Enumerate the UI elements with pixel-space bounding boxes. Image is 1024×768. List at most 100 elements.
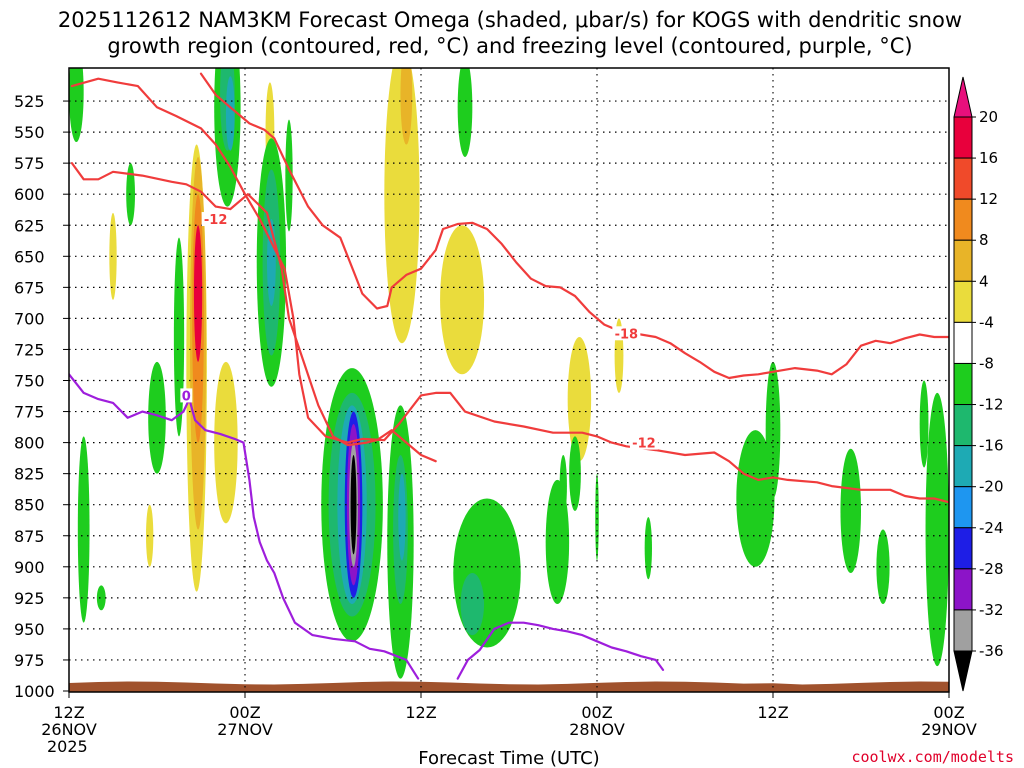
omega-region-42 <box>595 473 599 561</box>
colorbar-bin-2 <box>953 198 973 241</box>
omega-region-19 <box>148 361 166 474</box>
chart-title-line2: growth region (contoured, red, °C) and f… <box>107 34 912 58</box>
omega-region-49 <box>925 392 949 667</box>
omega-region-38 <box>460 573 485 636</box>
contour-label-0: -12 <box>204 213 228 228</box>
omega-region-20 <box>77 436 90 623</box>
omega-region-47 <box>840 448 861 574</box>
y-tick-label-550: 550 <box>14 123 45 142</box>
colorbar-label-4: 4 <box>979 272 989 290</box>
omega-region-13 <box>109 212 117 300</box>
omega-region-40 <box>569 436 581 511</box>
contour-label-bg-0 <box>201 212 230 227</box>
x-tick-label-1-1: 00Z <box>229 703 260 722</box>
y-tick-label-1000: 1000 <box>14 682 55 701</box>
x-tick-label-0-2: 26NOV <box>41 720 97 739</box>
time-gridlines <box>244 68 774 692</box>
contour-labels: -12 -18 -12 0 <box>180 212 658 452</box>
omega-region-24 <box>451 237 476 300</box>
colorbar-bin-7 <box>953 404 973 447</box>
colorbar-label-0: 20 <box>979 108 998 126</box>
colorbar-bin-0 <box>953 116 973 159</box>
omega-region-3 <box>225 76 235 151</box>
colorbar-label-13: -36 <box>979 642 1004 660</box>
contour-label-bg-2 <box>629 435 658 450</box>
y-tick-label-575: 575 <box>14 154 45 173</box>
freezing-level-contour-4 <box>456 621 665 680</box>
contour-label-bg-1 <box>612 326 641 341</box>
colorbar-top-arrow <box>953 76 973 118</box>
dgz-contour-2 <box>199 72 949 380</box>
y-tick-label-725: 725 <box>14 340 45 359</box>
x-tick-label-2-1: 12Z <box>405 703 436 722</box>
omega-region-43 <box>96 585 106 611</box>
omega-region-18 <box>173 237 185 437</box>
dgz-contour-0 <box>70 77 949 504</box>
omega-region-44 <box>644 517 652 580</box>
omega-region-50 <box>919 380 929 468</box>
colorbar-label-11: -28 <box>979 560 1004 578</box>
x-tick-label-0-1: 12Z <box>53 703 84 722</box>
omega-region-33 <box>350 455 357 555</box>
colorbar-label-9: -20 <box>979 478 1004 496</box>
colorbar-bin-1 <box>953 157 973 200</box>
y-tick-label-950: 950 <box>14 620 45 639</box>
terrain-fill <box>69 681 949 692</box>
colorbar-label-5: -4 <box>979 313 994 331</box>
y-tick-label-850: 850 <box>14 496 45 515</box>
pressure-gridlines <box>69 100 949 661</box>
colorbar-bottom-arrow <box>953 650 973 692</box>
omega-region-25 <box>567 337 592 462</box>
y-tick-label-800: 800 <box>14 434 45 453</box>
omega-region-9 <box>384 68 420 344</box>
colorbar-label-3: 8 <box>979 231 989 249</box>
colorbar-label-12: -32 <box>979 601 1004 619</box>
y-tick-label-750: 750 <box>14 372 45 391</box>
y-tick-label-900: 900 <box>14 558 45 577</box>
y-tick-label-625: 625 <box>14 216 45 235</box>
chart-title-line1: 2025112612 NAM3KM Forecast Omega (shaded… <box>58 8 962 32</box>
x-tick-label-0-3: 2025 <box>47 737 88 756</box>
credit-text: coolwx.com/modelts <box>851 748 1014 766</box>
colorbar: 20 16 12 8 4 -4 -8 -12 -16 -20 -24 -28 -32 -36 <box>953 76 1004 692</box>
colorbar-bin-4 <box>953 280 973 323</box>
colorbar-label-1: 16 <box>979 149 998 167</box>
y-tick-label-975: 975 <box>14 651 45 670</box>
contour-label-3: 0 <box>182 389 191 404</box>
omega-region-46 <box>765 361 781 499</box>
omega-region-0 <box>69 68 84 143</box>
freezing-level-contour-3 <box>69 373 420 680</box>
omega-region-17 <box>193 225 203 362</box>
colorbar-label-8: -16 <box>979 437 1004 455</box>
colorbar-bin-3 <box>953 239 973 282</box>
pressure-axis: 525 550 575 600 625 650 675 700 725 750 775 800 825 8… <box>14 92 69 701</box>
omega-region-45 <box>736 430 775 567</box>
dgz-contour-1 <box>70 162 437 463</box>
y-tick-label-925: 925 <box>14 589 45 608</box>
y-tick-label-600: 600 <box>14 185 45 204</box>
colorbar-bin-9 <box>953 486 973 529</box>
contour-label-bg-3 <box>180 388 193 403</box>
x-tick-label-3-2: 28NOV <box>569 720 625 739</box>
y-tick-label-675: 675 <box>14 278 45 297</box>
x-tick-label-3-1: 00Z <box>581 703 612 722</box>
omega-region-37 <box>453 498 521 648</box>
y-tick-label-875: 875 <box>14 527 45 546</box>
colorbar-label-2: 12 <box>979 190 998 208</box>
y-tick-label-775: 775 <box>14 403 45 422</box>
colorbar-bin-6 <box>953 362 973 406</box>
colorbar-bin-12 <box>953 609 973 652</box>
omega-region-48 <box>876 529 890 605</box>
omega-region-41 <box>559 455 567 518</box>
y-tick-label-525: 525 <box>14 92 45 111</box>
colorbar-label-7: -12 <box>979 396 1004 414</box>
y-tick-label-700: 700 <box>14 309 45 328</box>
x-tick-label-1-2: 27NOV <box>217 720 273 739</box>
x-tick-label-5-2: 29NOV <box>921 720 977 739</box>
x-tick-label-4-1: 12Z <box>757 703 788 722</box>
terrain-band <box>69 681 949 692</box>
omega-region-12 <box>126 163 135 226</box>
omega-region-11 <box>457 68 473 157</box>
